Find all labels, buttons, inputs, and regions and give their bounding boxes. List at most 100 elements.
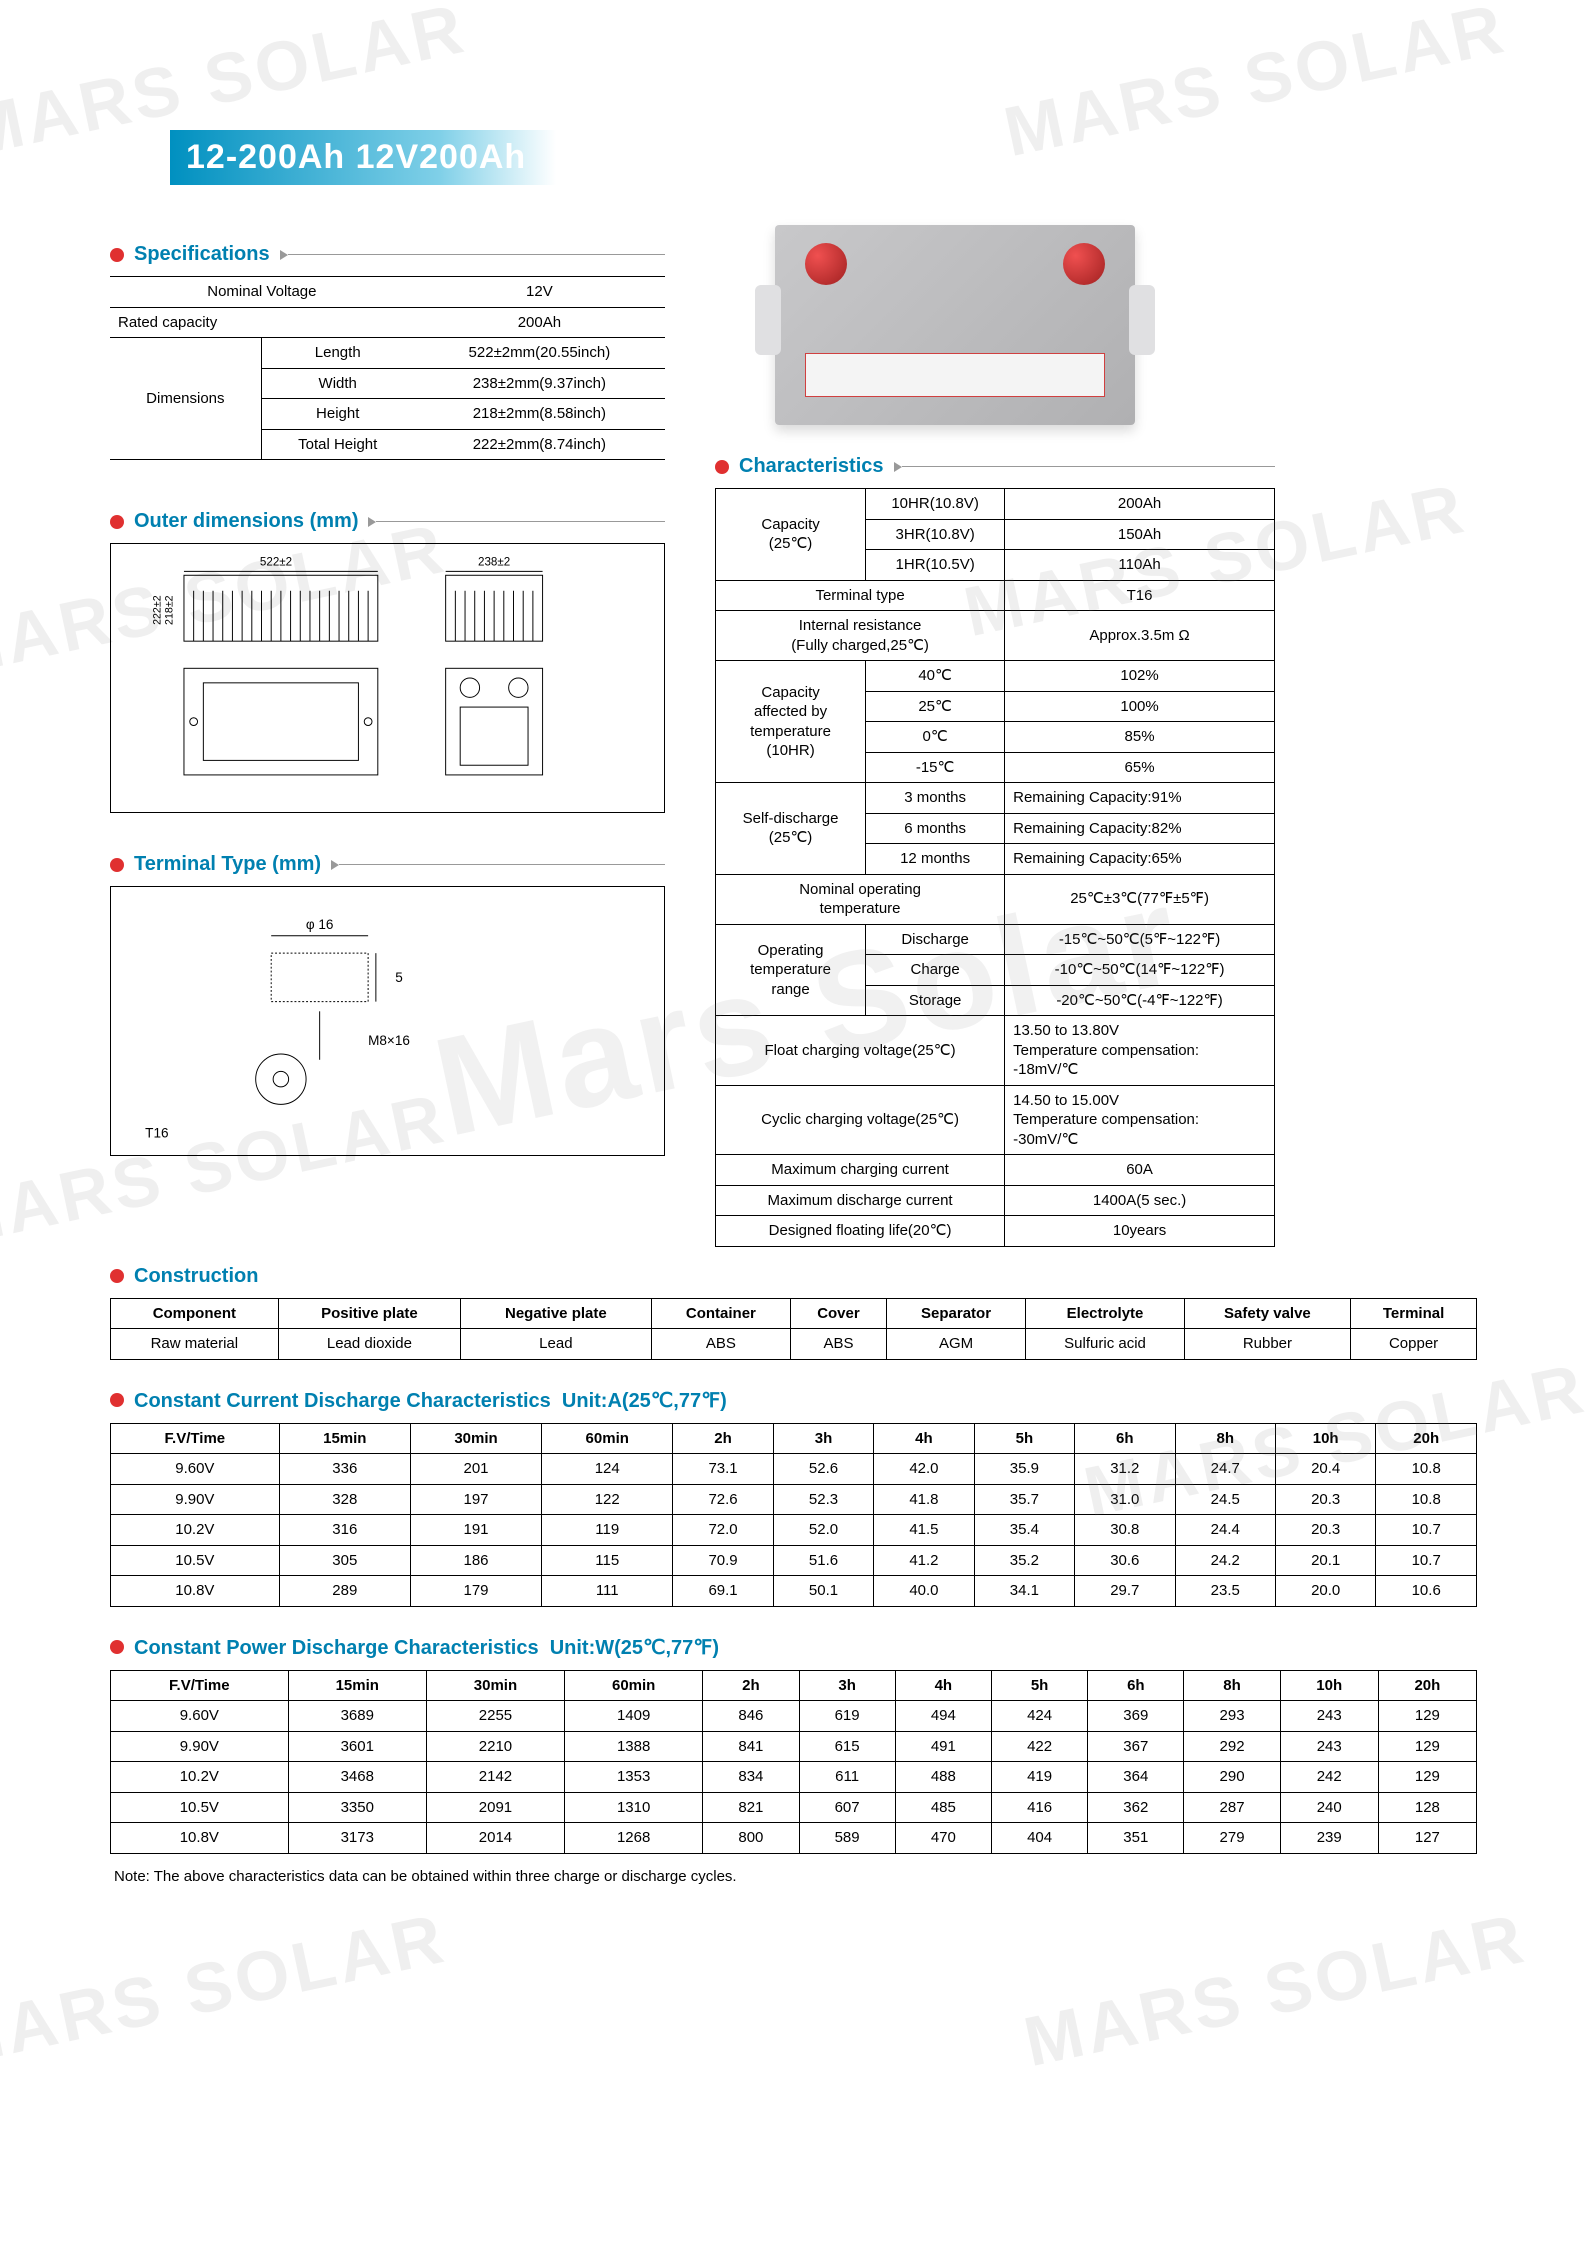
bullet-icon [110, 1393, 124, 1407]
construction-table: ComponentPositive plateNegative plateCon… [110, 1298, 1477, 1360]
table-cell: 52.0 [773, 1515, 873, 1546]
table-cell: 10.8V [111, 1823, 289, 1854]
table-cell: 24.4 [1175, 1515, 1275, 1546]
table-cell: 24.2 [1175, 1545, 1275, 1576]
table-cell: 841 [703, 1731, 799, 1762]
table-cell: 111 [542, 1576, 673, 1607]
table-cell: 316 [279, 1515, 410, 1546]
svg-text:238±2: 238±2 [478, 556, 510, 569]
table-cell: 201 [410, 1454, 541, 1485]
section-title-ccd: Constant Current Discharge Characteristi… [134, 1388, 727, 1413]
bullet-icon [110, 1640, 124, 1654]
table-header: Separator [886, 1298, 1026, 1329]
table-header: 6h [1075, 1423, 1175, 1454]
table-header: Positive plate [278, 1298, 460, 1329]
table-cell: 834 [703, 1762, 799, 1793]
table-cell: 10.5V [111, 1792, 289, 1823]
table-cell: Lead [461, 1329, 651, 1360]
table-cell: 419 [991, 1762, 1087, 1793]
table-header: Electrolyte [1026, 1298, 1184, 1329]
table-cell: 3173 [288, 1823, 426, 1854]
svg-text:5: 5 [395, 970, 403, 985]
table-cell: 50.1 [773, 1576, 873, 1607]
table-cell: 191 [410, 1515, 541, 1546]
table-cell: 290 [1184, 1762, 1280, 1793]
table-header: F.V/Time [111, 1423, 280, 1454]
table-header: 8h [1184, 1670, 1280, 1701]
table-cell: 10.2V [111, 1762, 289, 1793]
table-cell: 10.6 [1376, 1576, 1477, 1607]
table-cell: 1353 [565, 1762, 703, 1793]
table-cell: 40.0 [874, 1576, 974, 1607]
table-cell: 129 [1378, 1762, 1476, 1793]
table-cell: Raw material [111, 1329, 279, 1360]
watermark: MARS SOLAR [0, 1898, 453, 2082]
table-cell: 30.6 [1075, 1545, 1175, 1576]
table-cell: 31.2 [1075, 1454, 1175, 1485]
table-header: 15min [279, 1423, 410, 1454]
table-cell: Copper [1351, 1329, 1477, 1360]
table-cell: 197 [410, 1484, 541, 1515]
table-cell: 485 [895, 1792, 991, 1823]
bullet-icon [110, 515, 124, 529]
table-cell: 619 [799, 1701, 895, 1732]
table-cell: 367 [1088, 1731, 1184, 1762]
bullet-icon [110, 248, 124, 262]
table-header: 3h [799, 1670, 895, 1701]
table-cell: Sulfuric acid [1026, 1329, 1184, 1360]
table-header: 4h [895, 1670, 991, 1701]
table-cell: 69.1 [673, 1576, 773, 1607]
table-header: Safety valve [1184, 1298, 1350, 1329]
table-cell: 846 [703, 1701, 799, 1732]
table-cell: 179 [410, 1576, 541, 1607]
table-cell: 1409 [565, 1701, 703, 1732]
table-header: 10h [1280, 1670, 1378, 1701]
outer-dimensions-diagram: 522±2 222±2 218±2 238±2 [110, 543, 665, 813]
table-cell: 422 [991, 1731, 1087, 1762]
table-cell: 35.7 [974, 1484, 1074, 1515]
watermark: MARS SOLAR [1017, 1898, 1533, 2082]
table-header: 5h [991, 1670, 1087, 1701]
table-cell: 129 [1378, 1701, 1476, 1732]
table-cell: 351 [1088, 1823, 1184, 1854]
table-cell: 42.0 [874, 1454, 974, 1485]
table-cell: 10.7 [1376, 1515, 1477, 1546]
table-header: 20h [1378, 1670, 1476, 1701]
page-title: 12-200Ah 12V200Ah [170, 130, 556, 185]
section-title-cpd: Constant Power Discharge Characteristics… [134, 1635, 719, 1660]
table-cell: 23.5 [1175, 1576, 1275, 1607]
table-cell: 73.1 [673, 1454, 773, 1485]
table-cell: 10.7 [1376, 1545, 1477, 1576]
section-title-terminal: Terminal Type (mm) [134, 853, 321, 876]
table-cell: 1268 [565, 1823, 703, 1854]
table-cell: 24.7 [1175, 1454, 1275, 1485]
table-cell: 3689 [288, 1701, 426, 1732]
table-header: 20h [1376, 1423, 1477, 1454]
svg-text:522±2: 522±2 [260, 556, 292, 569]
divider [902, 466, 1275, 467]
table-cell: 292 [1184, 1731, 1280, 1762]
table-cell: 611 [799, 1762, 895, 1793]
table-cell: 129 [1378, 1731, 1476, 1762]
table-cell: 362 [1088, 1792, 1184, 1823]
table-cell: 3468 [288, 1762, 426, 1793]
table-cell: 9.90V [111, 1484, 280, 1515]
note-text: Note: The above characteristics data can… [114, 1868, 1477, 1885]
table-cell: 41.8 [874, 1484, 974, 1515]
table-cell: 29.7 [1075, 1576, 1175, 1607]
section-title-construction: Construction [134, 1265, 258, 1288]
table-cell: ABS [791, 1329, 887, 1360]
table-header: 8h [1175, 1423, 1275, 1454]
table-header: 2h [673, 1423, 773, 1454]
table-header: 30min [410, 1423, 541, 1454]
table-cell: 20.3 [1275, 1515, 1375, 1546]
table-cell: 41.2 [874, 1545, 974, 1576]
table-cell: 2091 [426, 1792, 564, 1823]
table-header: 60min [565, 1670, 703, 1701]
table-cell: 2255 [426, 1701, 564, 1732]
table-cell: 24.5 [1175, 1484, 1275, 1515]
table-cell: 243 [1280, 1701, 1378, 1732]
table-cell: 607 [799, 1792, 895, 1823]
table-cell: 293 [1184, 1701, 1280, 1732]
table-cell: 9.90V [111, 1731, 289, 1762]
